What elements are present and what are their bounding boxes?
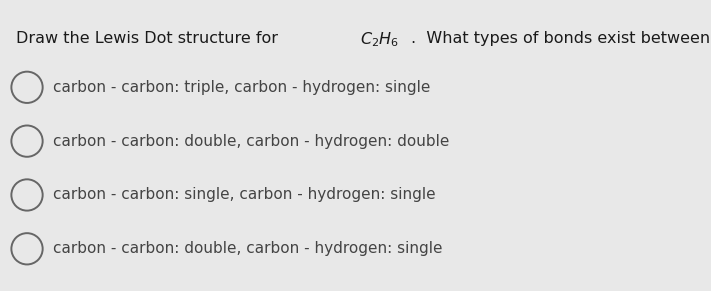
Text: carbon - carbon: double, carbon - hydrogen: single: carbon - carbon: double, carbon - hydrog…	[53, 241, 443, 256]
Text: carbon - carbon: double, carbon - hydrogen: double: carbon - carbon: double, carbon - hydrog…	[53, 134, 449, 149]
Text: $C_2H_6$: $C_2H_6$	[360, 31, 400, 49]
Text: carbon - carbon: triple, carbon - hydrogen: single: carbon - carbon: triple, carbon - hydrog…	[53, 80, 431, 95]
Text: Draw the Lewis Dot structure for: Draw the Lewis Dot structure for	[16, 31, 283, 46]
Text: .  What types of bonds exist between atoms?: . What types of bonds exist between atom…	[411, 31, 711, 46]
Text: carbon - carbon: single, carbon - hydrogen: single: carbon - carbon: single, carbon - hydrog…	[53, 187, 436, 203]
